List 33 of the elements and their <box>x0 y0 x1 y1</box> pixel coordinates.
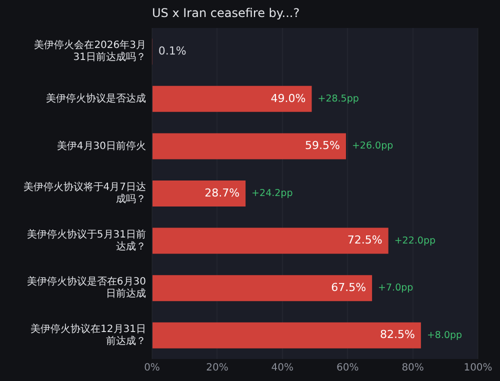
y-tick-label: 美伊停火协议于5月31日前达成？ <box>26 228 146 252</box>
x-tick-label: 100% <box>464 362 492 374</box>
data-label: 72.5% <box>347 234 382 247</box>
bar <box>152 180 246 207</box>
data-label: 67.5% <box>331 280 366 294</box>
bar <box>152 228 388 254</box>
x-tick-label: 40% <box>271 362 294 374</box>
y-tick-label: 美伊停火会在2026年3月31日前达成吗？ <box>34 39 146 64</box>
x-tick-label: 80% <box>402 362 424 374</box>
annotation: +28.5pp <box>318 93 359 104</box>
data-label: 28.7% <box>204 186 240 200</box>
annotation: +8.0pp <box>426 330 462 341</box>
annotation: +7.0pp <box>378 282 414 294</box>
bar <box>152 275 372 302</box>
annotation: +26.0pp <box>352 140 394 152</box>
data-label: 59.5% <box>305 139 340 152</box>
y-tick-label: 美伊停火协议是否在6月30日前达成 <box>26 276 146 300</box>
y-tick-label: 美伊4月30日前停火 <box>56 140 146 152</box>
bar <box>152 86 312 112</box>
annotation: +24.2pp <box>252 188 293 199</box>
x-tick-label: 60% <box>336 362 359 374</box>
annotation: +22.0pp <box>394 235 436 246</box>
y-tick-label: 美伊停火协议是否达成 <box>46 92 146 105</box>
x-tick-label: 20% <box>206 362 228 374</box>
y-tick-label: 美伊停火协议将于4月7日达成吗？ <box>23 181 146 206</box>
data-label: 82.5% <box>380 328 415 342</box>
x-tick-label: 0% <box>144 362 160 374</box>
chart-title: US x Iran ceasefire by...? <box>152 6 300 20</box>
bar <box>152 322 421 348</box>
data-label: 0.1% <box>158 44 186 58</box>
data-label: 49.0% <box>270 92 306 105</box>
y-tick-label: 美伊停火协议在12月31日前达成？ <box>30 322 146 347</box>
bar <box>152 133 346 160</box>
